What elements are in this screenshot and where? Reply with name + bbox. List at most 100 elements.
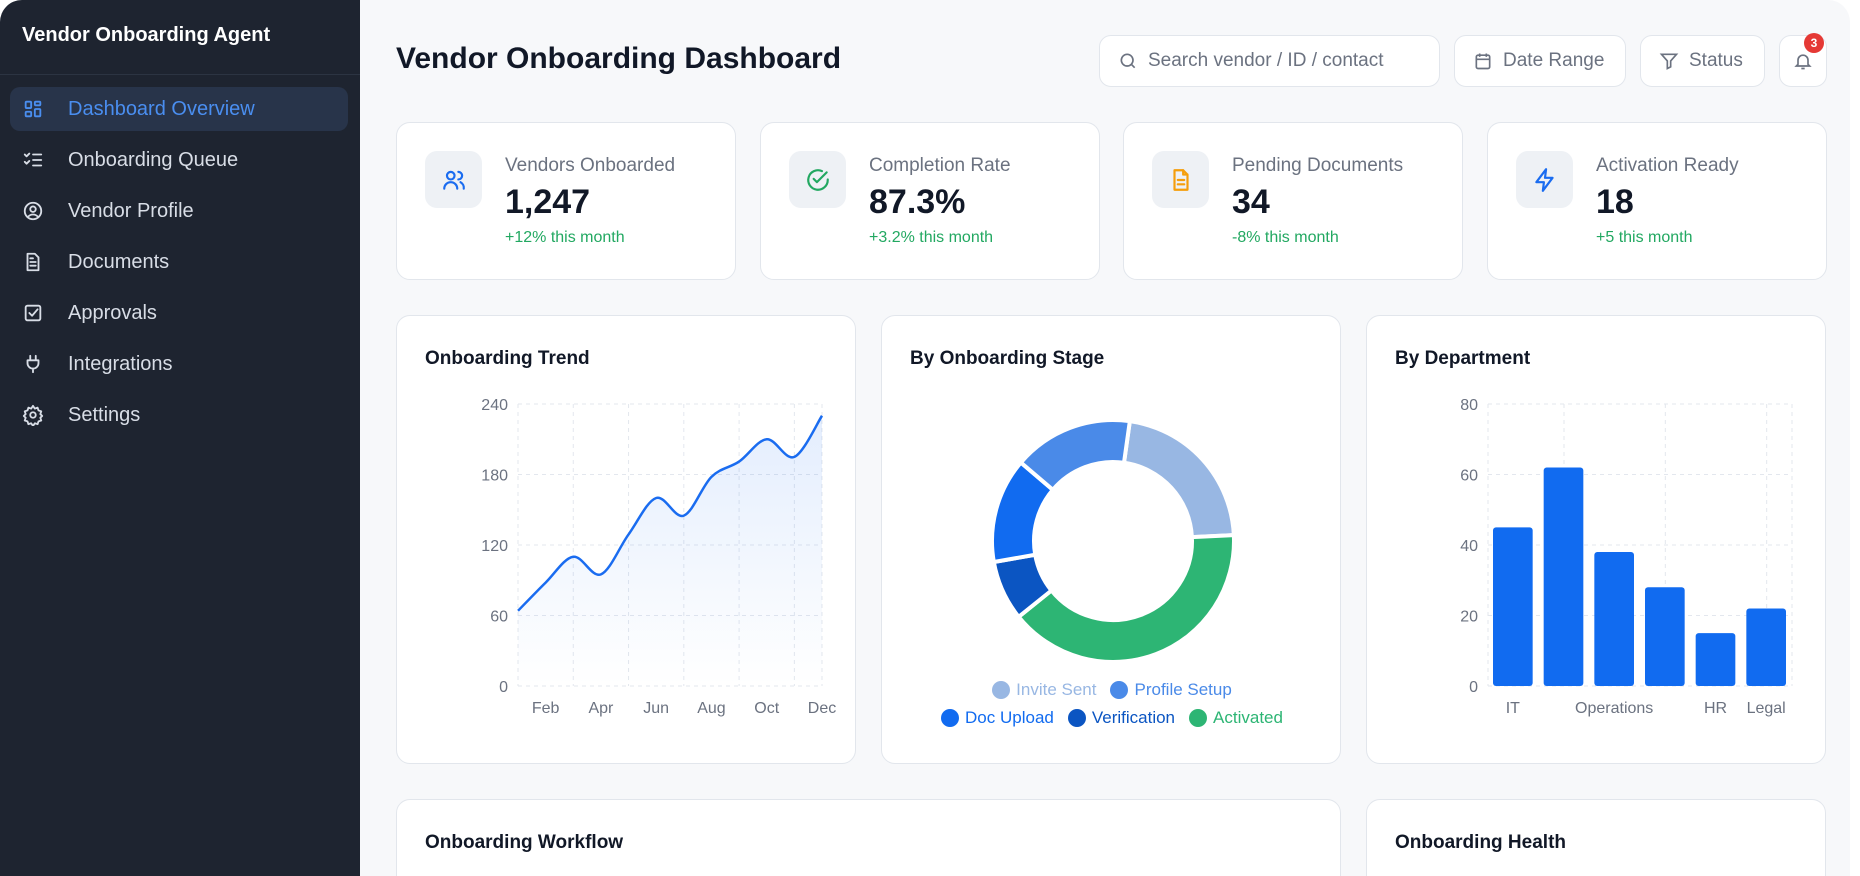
app-title: Vendor Onboarding Agent bbox=[22, 24, 271, 46]
search-input[interactable]: Search vendor / ID / contact bbox=[1099, 35, 1440, 87]
section-title: Onboarding Health bbox=[1395, 832, 1566, 853]
sidebar-item-dashboard-overview[interactable]: Dashboard Overview bbox=[10, 87, 348, 131]
y-tick-label: 60 bbox=[490, 609, 508, 626]
trend-area bbox=[518, 415, 822, 686]
legend-swatch bbox=[1067, 709, 1086, 727]
sidebar-item-approvals[interactable]: Approvals bbox=[10, 291, 348, 335]
search-icon bbox=[1120, 53, 1136, 69]
notifications-button[interactable]: 3 bbox=[1779, 33, 1827, 87]
kpi-change: +3.2% this month bbox=[869, 229, 994, 246]
date-range-button[interactable]: Date Range bbox=[1454, 35, 1626, 87]
sidebar-item-label: Settings bbox=[68, 403, 141, 426]
sidebar-item-settings[interactable]: Settings bbox=[10, 393, 348, 437]
divider bbox=[0, 74, 360, 75]
x-tick-label: HR bbox=[1704, 700, 1727, 717]
plug-icon bbox=[26, 354, 40, 374]
kpi-value: 18 bbox=[1596, 183, 1634, 221]
kpi-card: Pending Documents 34 -8% this month bbox=[1123, 122, 1463, 280]
bar bbox=[1543, 467, 1584, 686]
file-text-icon bbox=[1172, 168, 1189, 191]
legend-swatch bbox=[1110, 681, 1129, 699]
kpi-icon-box bbox=[425, 151, 482, 208]
bar bbox=[1746, 608, 1786, 686]
sidebar-item-integrations[interactable]: Integrations bbox=[10, 342, 348, 386]
sidebar-item-label: Onboarding Queue bbox=[68, 148, 239, 171]
y-tick-label: 20 bbox=[1460, 609, 1478, 626]
sidebar-item-vendor-profile[interactable]: Vendor Profile bbox=[10, 189, 348, 233]
legend-label: Invite Sent bbox=[1016, 680, 1097, 699]
user-circle-icon bbox=[23, 201, 43, 221]
legend-label: Doc Upload bbox=[965, 708, 1054, 727]
donut-slice-invite-sent bbox=[1121, 418, 1236, 540]
section-title: Onboarding Workflow bbox=[425, 832, 624, 853]
kpi-card: Completion Rate 87.3% +3.2% this month bbox=[760, 122, 1100, 280]
donut-slice-profile-setup bbox=[1018, 418, 1133, 493]
chart-title: Onboarding Trend bbox=[425, 348, 590, 369]
checklist-icon bbox=[23, 152, 43, 167]
kpi-card: Activation Ready 18 +5 this month bbox=[1487, 122, 1827, 280]
page-title: Vendor Onboarding Dashboard bbox=[396, 42, 842, 75]
kpi-icon-box bbox=[1516, 151, 1573, 208]
y-tick-label: 0 bbox=[1469, 679, 1478, 696]
x-tick-label: Oct bbox=[754, 700, 779, 717]
main-content: Vendor Onboarding Dashboard Search vendo… bbox=[360, 0, 1850, 876]
lightning-icon bbox=[1534, 167, 1554, 192]
legend-item[interactable]: Verification bbox=[1067, 708, 1176, 728]
kpi-card: Vendors Onboarded 1,247 +12% this month bbox=[396, 122, 736, 280]
legend-label: Profile Setup bbox=[1134, 680, 1232, 699]
x-tick-label: IT bbox=[1506, 700, 1520, 717]
y-tick-label: 60 bbox=[1460, 468, 1478, 485]
sidebar-item-label: Vendor Profile bbox=[68, 199, 194, 222]
bar bbox=[1645, 587, 1685, 686]
kpi-label: Vendors Onboarded bbox=[505, 155, 676, 176]
kpi-label: Activation Ready bbox=[1596, 155, 1739, 176]
kpi-label: Completion Rate bbox=[869, 155, 1011, 176]
kpi-change: +12% this month bbox=[505, 229, 625, 246]
dashboard-grid-icon bbox=[24, 100, 42, 118]
department-bar-chart: 0 20 40 60 80 IT Operations HR Legal bbox=[1460, 397, 1793, 717]
department-card: By Department 0 20 40 60 80 IT Operations HR Leg… bbox=[1366, 315, 1826, 764]
x-tick-label: Jun bbox=[643, 700, 669, 717]
onboarding-stage-donut bbox=[990, 418, 1236, 664]
status-filter-button[interactable]: Status bbox=[1640, 35, 1765, 87]
kpi-icon-box bbox=[1152, 151, 1209, 208]
kpi-value: 34 bbox=[1232, 183, 1270, 221]
filter-icon bbox=[1659, 53, 1679, 70]
calendar-icon bbox=[1475, 53, 1491, 70]
legend-item[interactable]: Doc Upload bbox=[941, 708, 1054, 728]
legend-label: Verification bbox=[1091, 708, 1176, 727]
legend-item[interactable]: Profile Setup bbox=[1110, 680, 1232, 700]
legend-swatch bbox=[1189, 709, 1208, 727]
sidebar-item-label: Approvals bbox=[68, 301, 157, 324]
y-tick-label: 120 bbox=[481, 538, 508, 555]
x-tick-label: Operations bbox=[1575, 700, 1653, 717]
y-tick-label: 240 bbox=[481, 397, 508, 414]
onboarding-health-card: Onboarding Health bbox=[1366, 799, 1826, 876]
trend-line bbox=[517, 415, 824, 612]
kpi-change: -8% this month bbox=[1232, 229, 1339, 246]
onboarding-workflow-card: Onboarding Workflow bbox=[396, 799, 1341, 876]
sidebar-item-documents[interactable]: Documents bbox=[10, 240, 348, 284]
x-tick-label: Aug bbox=[697, 700, 725, 717]
kpi-value: 87.3% bbox=[869, 183, 966, 221]
chart-title: By Onboarding Stage bbox=[910, 348, 1105, 369]
sidebar-item-label: Documents bbox=[68, 250, 170, 273]
kpi-value: 1,247 bbox=[505, 183, 591, 221]
bell-icon bbox=[1794, 54, 1812, 70]
legend-label: Activated bbox=[1213, 708, 1283, 727]
onboarding-trend-card: Onboarding Trend 0 60 120 180 240 Feb Apr Jun Au… bbox=[396, 315, 856, 764]
y-tick-label: 180 bbox=[481, 468, 508, 485]
sidebar-item-onboarding-queue[interactable]: Onboarding Queue bbox=[10, 138, 348, 182]
kpi-label: Pending Documents bbox=[1232, 155, 1404, 176]
gear-icon bbox=[22, 404, 44, 426]
legend-item[interactable]: Activated bbox=[1189, 708, 1283, 728]
chart-title: By Department bbox=[1395, 348, 1531, 369]
sidebar-item-label: Dashboard Overview bbox=[68, 97, 255, 120]
legend-item[interactable]: Invite Sent bbox=[992, 680, 1096, 700]
search-placeholder: Search vendor / ID / contact bbox=[1148, 50, 1384, 71]
checkbox-icon bbox=[24, 304, 42, 322]
x-tick-label: Legal bbox=[1747, 700, 1786, 717]
x-tick-label: Apr bbox=[588, 700, 614, 717]
bar bbox=[1493, 527, 1533, 686]
